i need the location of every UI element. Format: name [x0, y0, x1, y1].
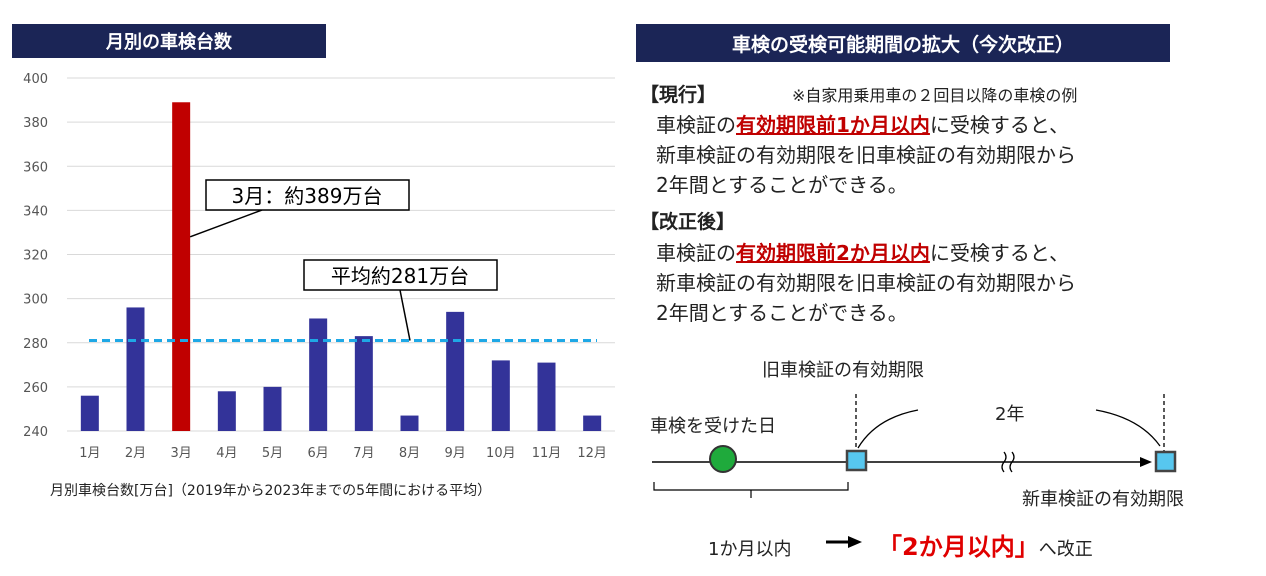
x-tick-label: 11月: [532, 446, 562, 461]
new-expiry-label: 新車検証の有効期限: [1022, 489, 1184, 510]
revised-to-text: 「2か月以内」へ改正: [878, 527, 1093, 562]
x-tick-label: 12月: [577, 446, 607, 461]
timeline-arrowhead: [1140, 457, 1152, 467]
y-tick-label: 280: [23, 337, 48, 352]
bar: [126, 307, 145, 431]
bar: [172, 102, 191, 432]
current-label: 【現行】: [640, 84, 717, 106]
timeline-break-mark: [1001, 451, 1015, 473]
current-line-3: 2年間とすることができる。: [656, 173, 908, 197]
x-tick-label: 6月: [308, 446, 329, 461]
bar: [217, 391, 236, 431]
one-month-label: 1か月以内: [708, 539, 792, 560]
x-tick-label: 10月: [486, 446, 516, 461]
x-tick-label: 5月: [262, 446, 283, 461]
inspection-day-marker: [709, 445, 737, 473]
revised-to-highlight: 「2か月以内」: [878, 533, 1039, 561]
revised-highlight: 有効期限前2か月以内: [736, 241, 930, 265]
y-tick-label: 260: [23, 381, 48, 396]
y-tick-label: 360: [23, 160, 48, 175]
average-callout-leader: [399, 289, 411, 341]
current-highlight: 有効期限前1か月以内: [736, 113, 930, 137]
revised-line-1: 車検証の有効期限前2か月以内に受検すると、: [656, 238, 1069, 268]
old-expiry-marker: [845, 449, 868, 472]
revised-suffix: へ改正: [1038, 539, 1093, 560]
bar: [583, 415, 602, 431]
revised-line-3: 2年間とすることができる。: [656, 301, 908, 325]
average-callout-text: 平均約281万台: [331, 264, 469, 288]
x-tick-label: 9月: [445, 446, 466, 461]
current-line-2: 新車検証の有効期限を旧車検証の有効期限から: [656, 143, 1076, 167]
x-tick-label: 1月: [79, 446, 100, 461]
bar: [263, 386, 282, 431]
bar: [491, 360, 510, 431]
revised-label: 【改正後】: [640, 211, 736, 233]
panel-title: 車検の受検可能期間の拡大（今次改正）: [636, 24, 1170, 62]
peak-callout-box: [205, 179, 410, 211]
two-years-arc-right: [1095, 409, 1161, 447]
x-tick-label: 3月: [171, 446, 192, 461]
bar: [446, 311, 465, 431]
chart-caption: 月別車検台数[万台]（2019年から2023年までの5年間における平均）: [50, 483, 492, 499]
y-tick-label: 240: [23, 425, 48, 440]
one-month-bracket: [653, 482, 849, 498]
bar: [309, 318, 328, 431]
bar: [537, 362, 556, 431]
two-years-label: 2年: [995, 404, 1025, 425]
bar: [354, 336, 373, 431]
y-tick-label: 300: [23, 293, 48, 308]
bar-chart: 1月 2月 3月 4月 5月 6月 7月 8月 9月 10月 11月 12月 240 260 280 300…: [23, 72, 615, 461]
y-tick-label: 380: [23, 116, 48, 131]
note-text: ※自家用乗用車の２回目以降の車検の例: [792, 86, 1078, 105]
average-callout-box: [303, 259, 498, 291]
peak-callout-text: 3月：約389万台: [232, 184, 383, 208]
y-tick-label: 320: [23, 249, 48, 264]
chart-title: 月別の車検台数: [12, 24, 326, 58]
current-line-1: 車検証の有効期限前1か月以内に受検すると、: [656, 110, 1069, 140]
revised-pre: 車検証の: [656, 241, 736, 265]
revised-post: に受検すると、: [929, 241, 1070, 265]
timeline-diagram: [652, 394, 1177, 548]
current-post: に受検すると、: [929, 113, 1070, 137]
x-tick-label: 4月: [216, 446, 237, 461]
old-expiry-label: 旧車検証の有効期限: [762, 360, 924, 381]
revision-arrowhead: [848, 536, 862, 548]
current-pre: 車検証の: [656, 113, 736, 137]
y-tick-label: 400: [23, 72, 48, 87]
x-tick-label: 8月: [399, 446, 420, 461]
bar: [400, 415, 419, 431]
revised-line-2: 新車検証の有効期限を旧車検証の有効期限から: [656, 271, 1076, 295]
inspection-day-label: 車検を受けた日: [650, 416, 776, 437]
y-tick-label: 340: [23, 204, 48, 219]
bar: [80, 395, 99, 431]
two-years-arc-left: [857, 409, 919, 449]
x-tick-label: 2月: [125, 446, 146, 461]
x-tick-label: 7月: [353, 446, 374, 461]
new-expiry-marker: [1154, 450, 1177, 473]
peak-callout-leader: [189, 209, 263, 238]
